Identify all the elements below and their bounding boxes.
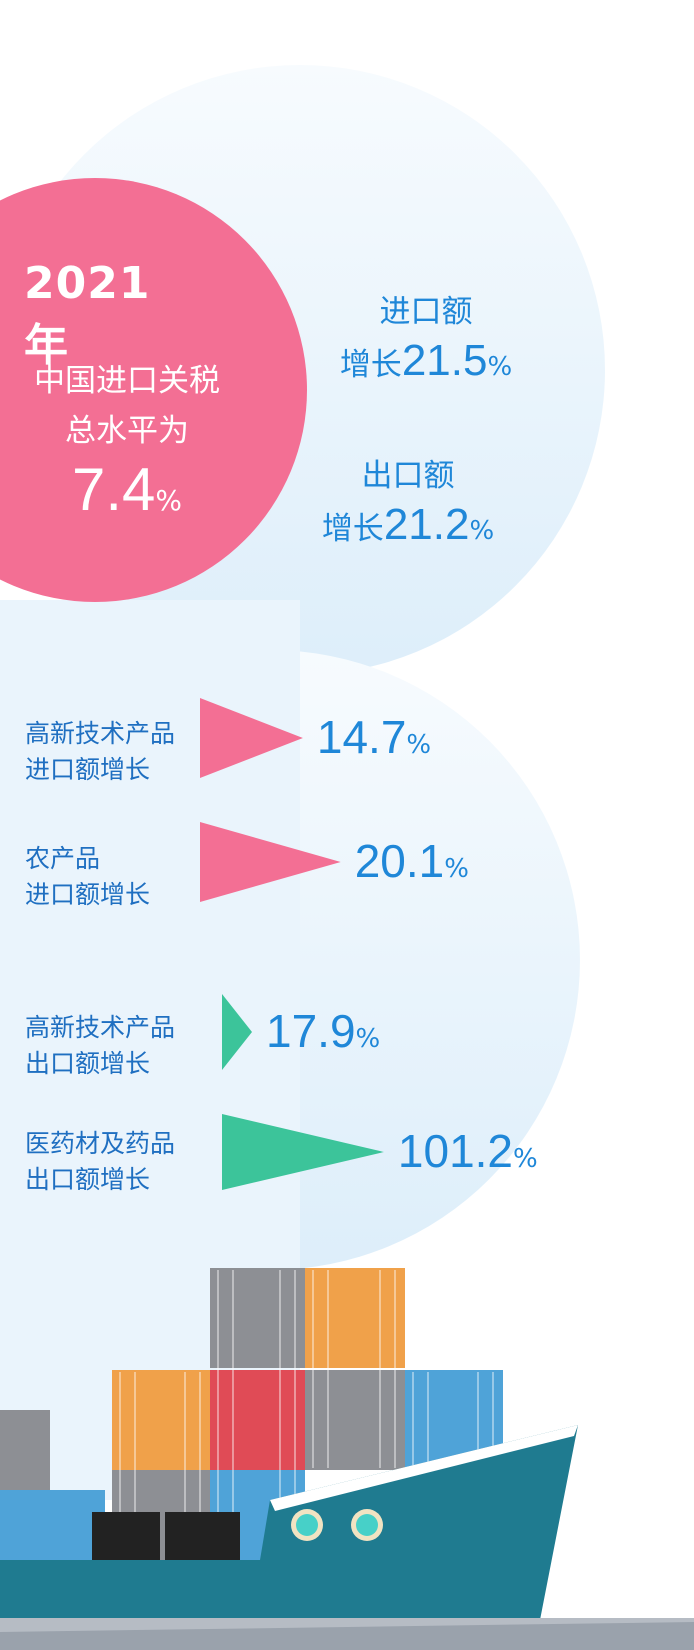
- headline-year: 2021年: [24, 258, 151, 371]
- headline-value: 7.4%: [22, 455, 232, 524]
- bar-triangle: [222, 1114, 384, 1190]
- bar-value-unit: %: [444, 854, 469, 884]
- headline-line1: 中国进口关税: [34, 363, 220, 399]
- row-label-line1: 医药材及药品: [25, 1129, 176, 1158]
- row-label: 农产品 进口额增长: [25, 841, 150, 913]
- export-unit: %: [469, 516, 495, 546]
- pink-circle: [0, 178, 307, 602]
- bar-value-number: 17.9: [266, 1005, 356, 1057]
- row-label-line2: 进口额增长: [25, 880, 151, 909]
- import-unit: %: [487, 352, 513, 382]
- bar-value-unit: %: [355, 1024, 381, 1054]
- bar-value-number: 20.1: [354, 835, 445, 887]
- import-value: 21.5: [401, 336, 488, 385]
- row-label: 高新技术产品 出口额增长: [25, 1010, 175, 1082]
- bar-value-label: 101.2%: [398, 1124, 538, 1178]
- bar-value-unit: %: [406, 730, 432, 760]
- bar-triangle: [200, 698, 303, 778]
- bar-value-label: 20.1%: [355, 834, 469, 888]
- row-label-line2: 进口额增长: [25, 755, 151, 784]
- import-label: 进口额: [379, 294, 473, 330]
- bar-value-number: 14.7: [316, 711, 407, 763]
- bar-value-label: 14.7%: [317, 710, 431, 764]
- headline-value-unit: %: [155, 484, 183, 517]
- row-label-line1: 农产品: [25, 844, 101, 873]
- bar-triangle: [200, 822, 341, 902]
- export-prefix: 增长: [321, 511, 384, 547]
- row-label-line1: 高新技术产品: [25, 1013, 176, 1042]
- ship-deck-trim: [270, 1425, 578, 1511]
- import-growth: 增长21.5%: [296, 336, 556, 386]
- import-prefix: 增长: [339, 347, 402, 383]
- crates: [92, 1512, 240, 1562]
- row-label-line2: 出口额增长: [25, 1165, 151, 1194]
- headline-line2: 总水平为: [65, 413, 189, 449]
- headline-value-number: 7.4: [71, 456, 156, 523]
- portholes: [291, 1509, 383, 1541]
- row-label: 高新技术产品 进口额增长: [25, 716, 175, 788]
- ship-hull: [0, 1425, 578, 1620]
- bar-value-unit: %: [513, 1144, 538, 1174]
- bar-value-number: 101.2: [397, 1125, 514, 1177]
- row-label: 医药材及药品 出口额增长: [25, 1126, 175, 1198]
- export-label: 出口额: [361, 458, 455, 494]
- export-growth: 增长21.2%: [278, 500, 538, 550]
- row-label-line1: 高新技术产品: [25, 719, 176, 748]
- bar-value-label: 17.9%: [266, 1004, 380, 1058]
- bar-triangle: [222, 994, 252, 1070]
- export-value: 21.2: [383, 500, 470, 549]
- row-label-line2: 出口额增长: [25, 1049, 151, 1078]
